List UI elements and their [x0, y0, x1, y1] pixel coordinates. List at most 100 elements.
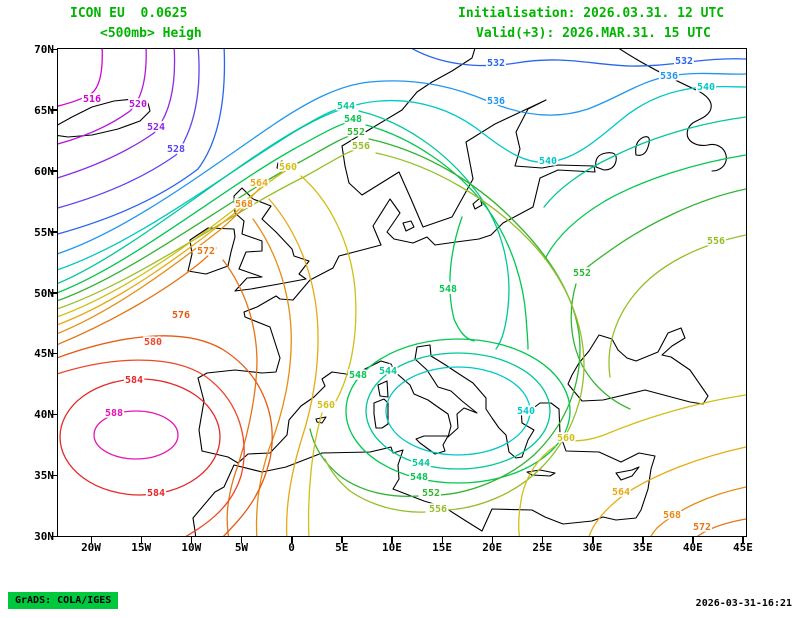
contour-label-564: 564 — [250, 178, 268, 189]
lon-tick — [90, 536, 92, 543]
contour-label-536: 536 — [660, 71, 678, 82]
contour-line-556 — [608, 234, 746, 378]
contour-line-548 — [58, 120, 354, 294]
lon-label-15W: 15W — [131, 541, 152, 554]
contour-label-528: 528 — [167, 144, 185, 155]
contour-line-544 — [358, 110, 510, 350]
lat-label-50N: 50N — [34, 286, 54, 300]
contour-label-524: 524 — [147, 122, 165, 133]
lon-label-35E: 35E — [632, 541, 653, 554]
contour-line-580 — [58, 359, 245, 536]
lat-tick — [51, 474, 58, 477]
contour-ring-544-italy — [365, 352, 551, 470]
contour-line-552 — [58, 133, 357, 302]
lat-tick — [51, 352, 58, 355]
lon-label-40E: 40E — [682, 541, 703, 554]
grads-credit-badge: GrADS: COLA/IGES — [8, 592, 119, 609]
contour-label-540: 540 — [539, 156, 557, 167]
lon-tick — [642, 536, 644, 543]
lon-tick — [491, 536, 494, 543]
lon-tick — [391, 536, 393, 543]
lon-label-5E: 5E — [335, 541, 349, 554]
lon-label-15E: 15E — [432, 541, 452, 554]
island-gotland — [472, 197, 483, 210]
contour-line-564 — [588, 446, 746, 536]
lon-tick — [240, 536, 243, 543]
contour-label-532: 532 — [487, 58, 505, 69]
contour-label-536: 536 — [487, 96, 505, 107]
contour-line-548 — [365, 124, 529, 350]
contour-label-552: 552 — [422, 488, 440, 499]
coastline-black-sea — [567, 327, 709, 405]
contour-label-516: 516 — [83, 94, 101, 105]
contour-line-552 — [570, 283, 631, 410]
lat-tick — [51, 292, 58, 294]
contour-line-544 — [543, 116, 746, 208]
contour-label-548: 548 — [349, 370, 367, 381]
lon-tick — [441, 536, 444, 543]
contour-ring-588-high — [93, 410, 179, 460]
contour-line-572 — [696, 518, 746, 536]
contour-ring-584-high — [59, 378, 221, 496]
contour-label-520: 520 — [129, 99, 147, 110]
contour-label-580: 580 — [144, 337, 162, 348]
contour-line-568 — [252, 218, 292, 536]
contour-line-572 — [58, 247, 217, 346]
field-title: <500mb> Heigh — [100, 26, 202, 41]
contour-line-568 — [58, 205, 247, 335]
contour-line-560 — [307, 412, 323, 536]
contour-label-544: 544 — [412, 458, 430, 469]
model-title: ICON EU 0.0625 — [70, 6, 188, 21]
lat-label-60N: 60N — [34, 164, 54, 178]
lat-tick — [51, 48, 58, 50]
contour-line-516 — [58, 49, 103, 107]
contour-label-556: 556 — [429, 504, 447, 515]
contour-label-572: 572 — [693, 522, 711, 533]
height-contours — [58, 49, 746, 536]
contour-line-556 — [375, 152, 585, 511]
contour-label-568: 568 — [663, 510, 681, 521]
lat-tick — [51, 170, 58, 172]
lat-tick — [51, 535, 58, 537]
lon-label-20W: 20W — [81, 541, 101, 554]
contour-label-540: 540 — [697, 82, 715, 93]
lon-label-10E: 10E — [381, 541, 402, 554]
contour-ring-540-italy — [385, 366, 531, 456]
contour-line-532 — [58, 49, 226, 235]
contour-label-532: 532 — [675, 56, 693, 67]
lon-label-25E: 25E — [532, 541, 553, 554]
contour-line-548 — [449, 216, 475, 342]
contour-label-584: 584 — [147, 488, 165, 499]
lon-tick — [341, 536, 343, 543]
lat-tick — [51, 413, 58, 416]
island-corsica — [377, 380, 389, 398]
contour-label-548: 548 — [344, 114, 362, 125]
contour-label-540: 540 — [517, 406, 535, 417]
lon-label-0: 0 — [288, 541, 295, 554]
contour-line-552 — [583, 188, 746, 271]
coastline-white-sea-kola — [618, 49, 727, 172]
lon-tick — [190, 536, 193, 543]
coastline-mediterranean-africa — [192, 344, 656, 536]
contour-label-548: 548 — [410, 472, 428, 483]
contour-label-572: 572 — [197, 246, 215, 257]
contour-label-568: 568 — [235, 199, 253, 210]
lat-label-70N: 70N — [34, 43, 54, 56]
lon-tick — [742, 536, 744, 543]
contour-line-532 — [411, 49, 746, 67]
lat-label-55N: 55N — [34, 225, 54, 239]
contour-label-564: 564 — [612, 487, 630, 498]
lon-tick — [692, 536, 694, 543]
island-sicily — [415, 435, 449, 455]
contour-label-556: 556 — [707, 236, 725, 247]
lon-tick — [140, 536, 143, 543]
contour-line-552 — [309, 428, 419, 497]
contour-label-548: 548 — [439, 284, 457, 295]
lat-tick — [51, 231, 58, 233]
lat-label-45N: 45N — [34, 347, 54, 361]
island-mallorca — [315, 416, 327, 424]
lat-label-35N: 35N — [34, 469, 54, 483]
lat-tick — [51, 109, 58, 111]
